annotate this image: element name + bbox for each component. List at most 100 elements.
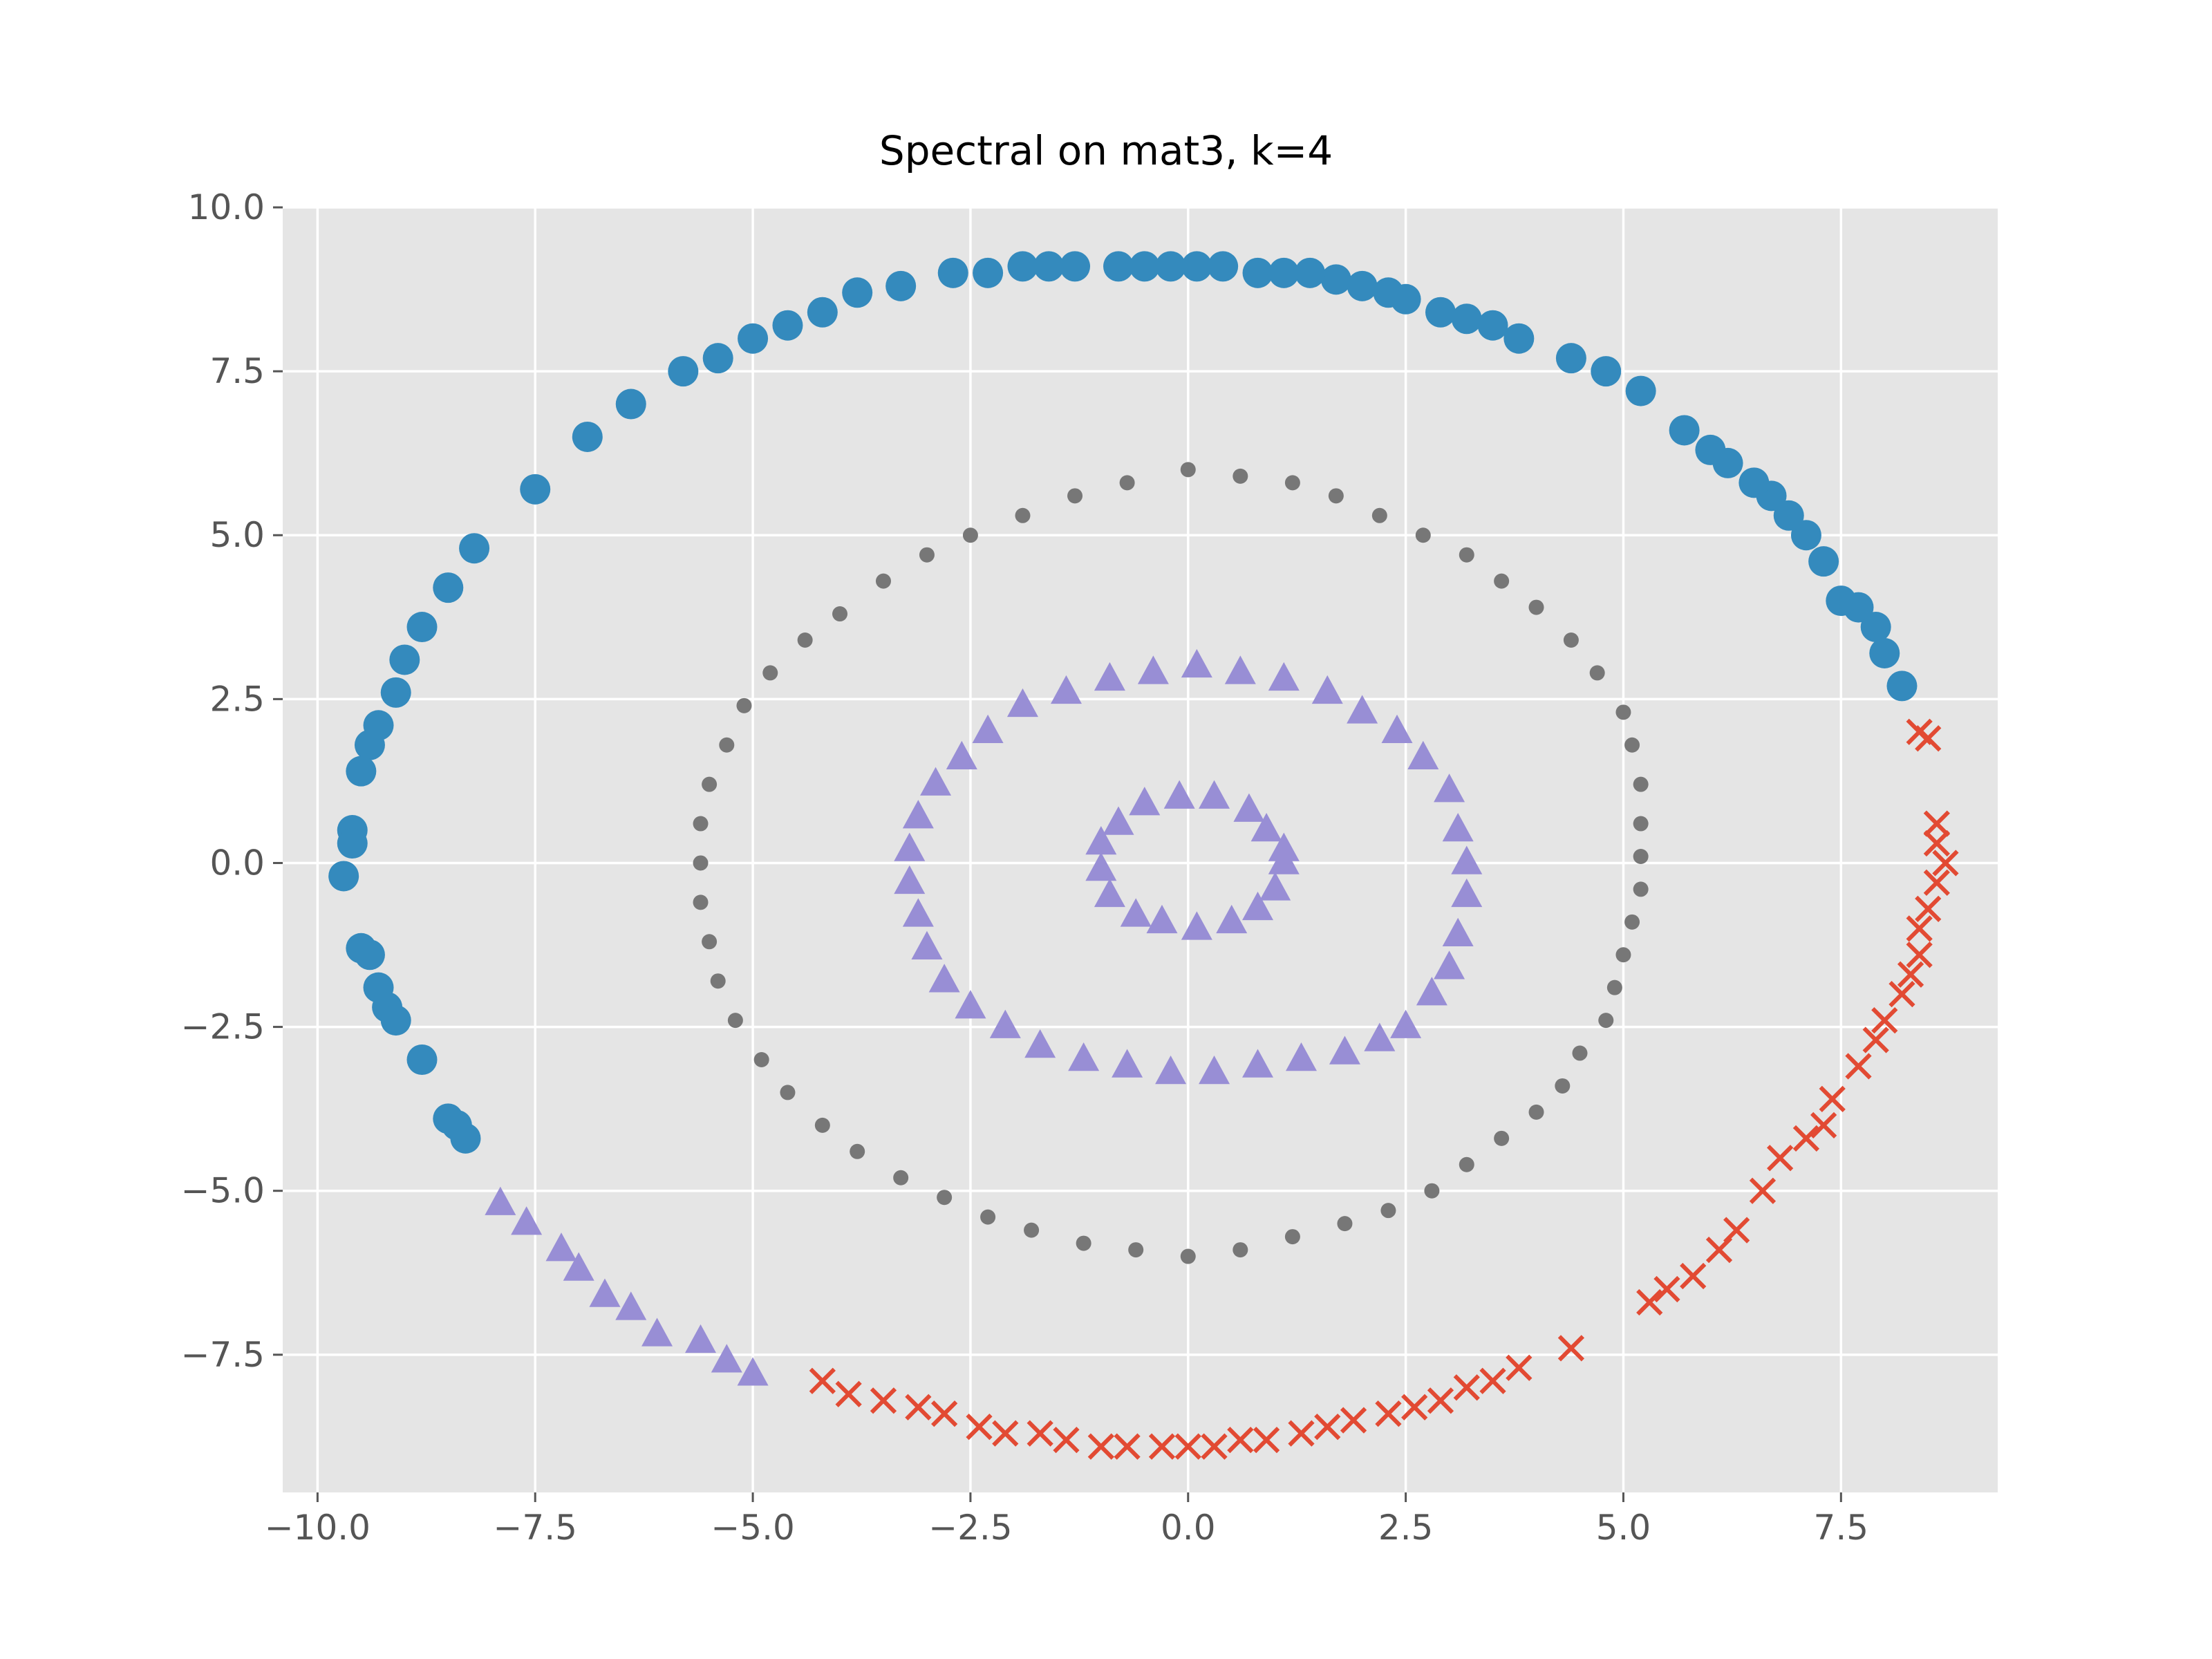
- point-circle-small: [1459, 547, 1474, 563]
- point-triangle: [902, 898, 934, 927]
- point-circle-large: [380, 1005, 411, 1036]
- point-triangle: [972, 714, 1004, 744]
- point-circle-small: [1606, 980, 1622, 995]
- point-circle-small: [1572, 1045, 1588, 1061]
- point-x: [1792, 1125, 1820, 1152]
- point-circle-small: [1424, 1183, 1440, 1199]
- point-circle-large: [1477, 310, 1508, 341]
- point-circle-large: [1181, 251, 1212, 282]
- point-circle-large: [1695, 434, 1726, 465]
- point-circle-small: [1459, 1156, 1474, 1172]
- point-triangle: [685, 1324, 717, 1353]
- point-triangle: [737, 1357, 769, 1386]
- point-triangle: [485, 1186, 516, 1215]
- point-circle-large: [1320, 264, 1351, 295]
- point-circle-small: [1380, 1203, 1396, 1219]
- point-circle-large: [1347, 270, 1378, 301]
- point-triangle: [1242, 1049, 1274, 1078]
- point-circle-small: [702, 934, 718, 950]
- point-x: [1114, 1433, 1141, 1460]
- point-circle-large: [450, 1123, 481, 1154]
- point-triangle: [1442, 917, 1474, 947]
- point-circle-large: [807, 297, 838, 328]
- point-triangle: [946, 740, 977, 769]
- point-circle-small: [1528, 599, 1544, 615]
- point-circle-large: [406, 1044, 438, 1076]
- point-x: [1906, 941, 1933, 968]
- point-x: [1053, 1426, 1080, 1454]
- point-triangle: [1364, 1022, 1396, 1051]
- point-circle-small: [893, 1170, 909, 1185]
- point-circle-large: [354, 939, 385, 971]
- x-tick-label: −2.5: [928, 1508, 1012, 1548]
- point-x: [905, 1394, 932, 1421]
- point-circle-small: [1598, 1013, 1614, 1029]
- point-circle-large: [389, 644, 420, 675]
- point-triangle: [1199, 1055, 1230, 1085]
- point-circle-large: [973, 257, 1004, 288]
- point-triangle: [1451, 878, 1483, 908]
- point-triangle: [1268, 832, 1300, 861]
- point-circle-large: [1503, 323, 1535, 354]
- point-circle-small: [850, 1143, 865, 1159]
- point-triangle: [1155, 1055, 1187, 1085]
- point-x: [992, 1420, 1019, 1447]
- point-triangle: [1216, 904, 1248, 934]
- y-tick-label: 5.0: [209, 515, 265, 555]
- point-triangle: [1311, 675, 1343, 704]
- point-circle-small: [1337, 1216, 1353, 1232]
- point-circle-large: [1591, 356, 1622, 387]
- point-triangle: [1112, 1049, 1143, 1078]
- point-x: [1897, 961, 1924, 988]
- point-x: [1767, 1145, 1794, 1172]
- point-triangle: [1181, 911, 1212, 940]
- point-triangle: [1094, 662, 1125, 691]
- point-triangle: [1329, 1035, 1360, 1065]
- plot-area: [283, 207, 1998, 1492]
- point-circle-small: [1180, 462, 1196, 478]
- point-circle-small: [727, 1013, 743, 1029]
- point-circle-large: [328, 861, 359, 892]
- point-x: [1705, 1236, 1733, 1264]
- point-x: [1201, 1433, 1228, 1460]
- point-circle-large: [885, 270, 917, 301]
- point-triangle: [1068, 1042, 1100, 1071]
- point-x: [1340, 1407, 1367, 1434]
- point-circle-large: [1208, 251, 1239, 282]
- point-circle-large: [1860, 612, 1891, 643]
- point-circle-large: [1103, 251, 1134, 282]
- point-x: [1479, 1367, 1506, 1394]
- point-circle-small: [1232, 1242, 1248, 1258]
- point-triangle: [1181, 648, 1212, 678]
- point-triangle: [1006, 688, 1038, 718]
- point-circle-small: [1555, 1078, 1571, 1094]
- point-x: [1923, 810, 1950, 837]
- point-circle-small: [1180, 1248, 1196, 1264]
- point-circle-large: [354, 729, 385, 760]
- point-circle-small: [814, 1117, 830, 1133]
- point-triangle: [894, 865, 926, 894]
- point-circle-small: [1328, 488, 1344, 504]
- point-triangle: [1163, 780, 1195, 809]
- point-circle-small: [1067, 488, 1083, 504]
- point-triangle: [1120, 898, 1152, 927]
- point-x: [1087, 1433, 1114, 1460]
- point-circle-large: [1033, 251, 1065, 282]
- point-circle-large: [1555, 343, 1586, 374]
- point-x: [870, 1387, 897, 1414]
- point-circle-small: [1528, 1104, 1544, 1120]
- point-x: [1375, 1400, 1402, 1427]
- point-circle-large: [459, 533, 490, 564]
- point-triangle: [589, 1278, 621, 1307]
- x-tick-label: −10.0: [265, 1508, 371, 1548]
- point-circle-small: [1589, 665, 1605, 681]
- point-circle-small: [753, 1052, 769, 1068]
- point-x: [1174, 1433, 1201, 1460]
- point-circle-small: [1615, 704, 1631, 720]
- point-circle-small: [719, 737, 735, 753]
- point-circle-large: [1060, 251, 1091, 282]
- point-circle-small: [1633, 881, 1649, 897]
- point-circle-large: [1869, 637, 1900, 668]
- point-x: [1027, 1420, 1053, 1447]
